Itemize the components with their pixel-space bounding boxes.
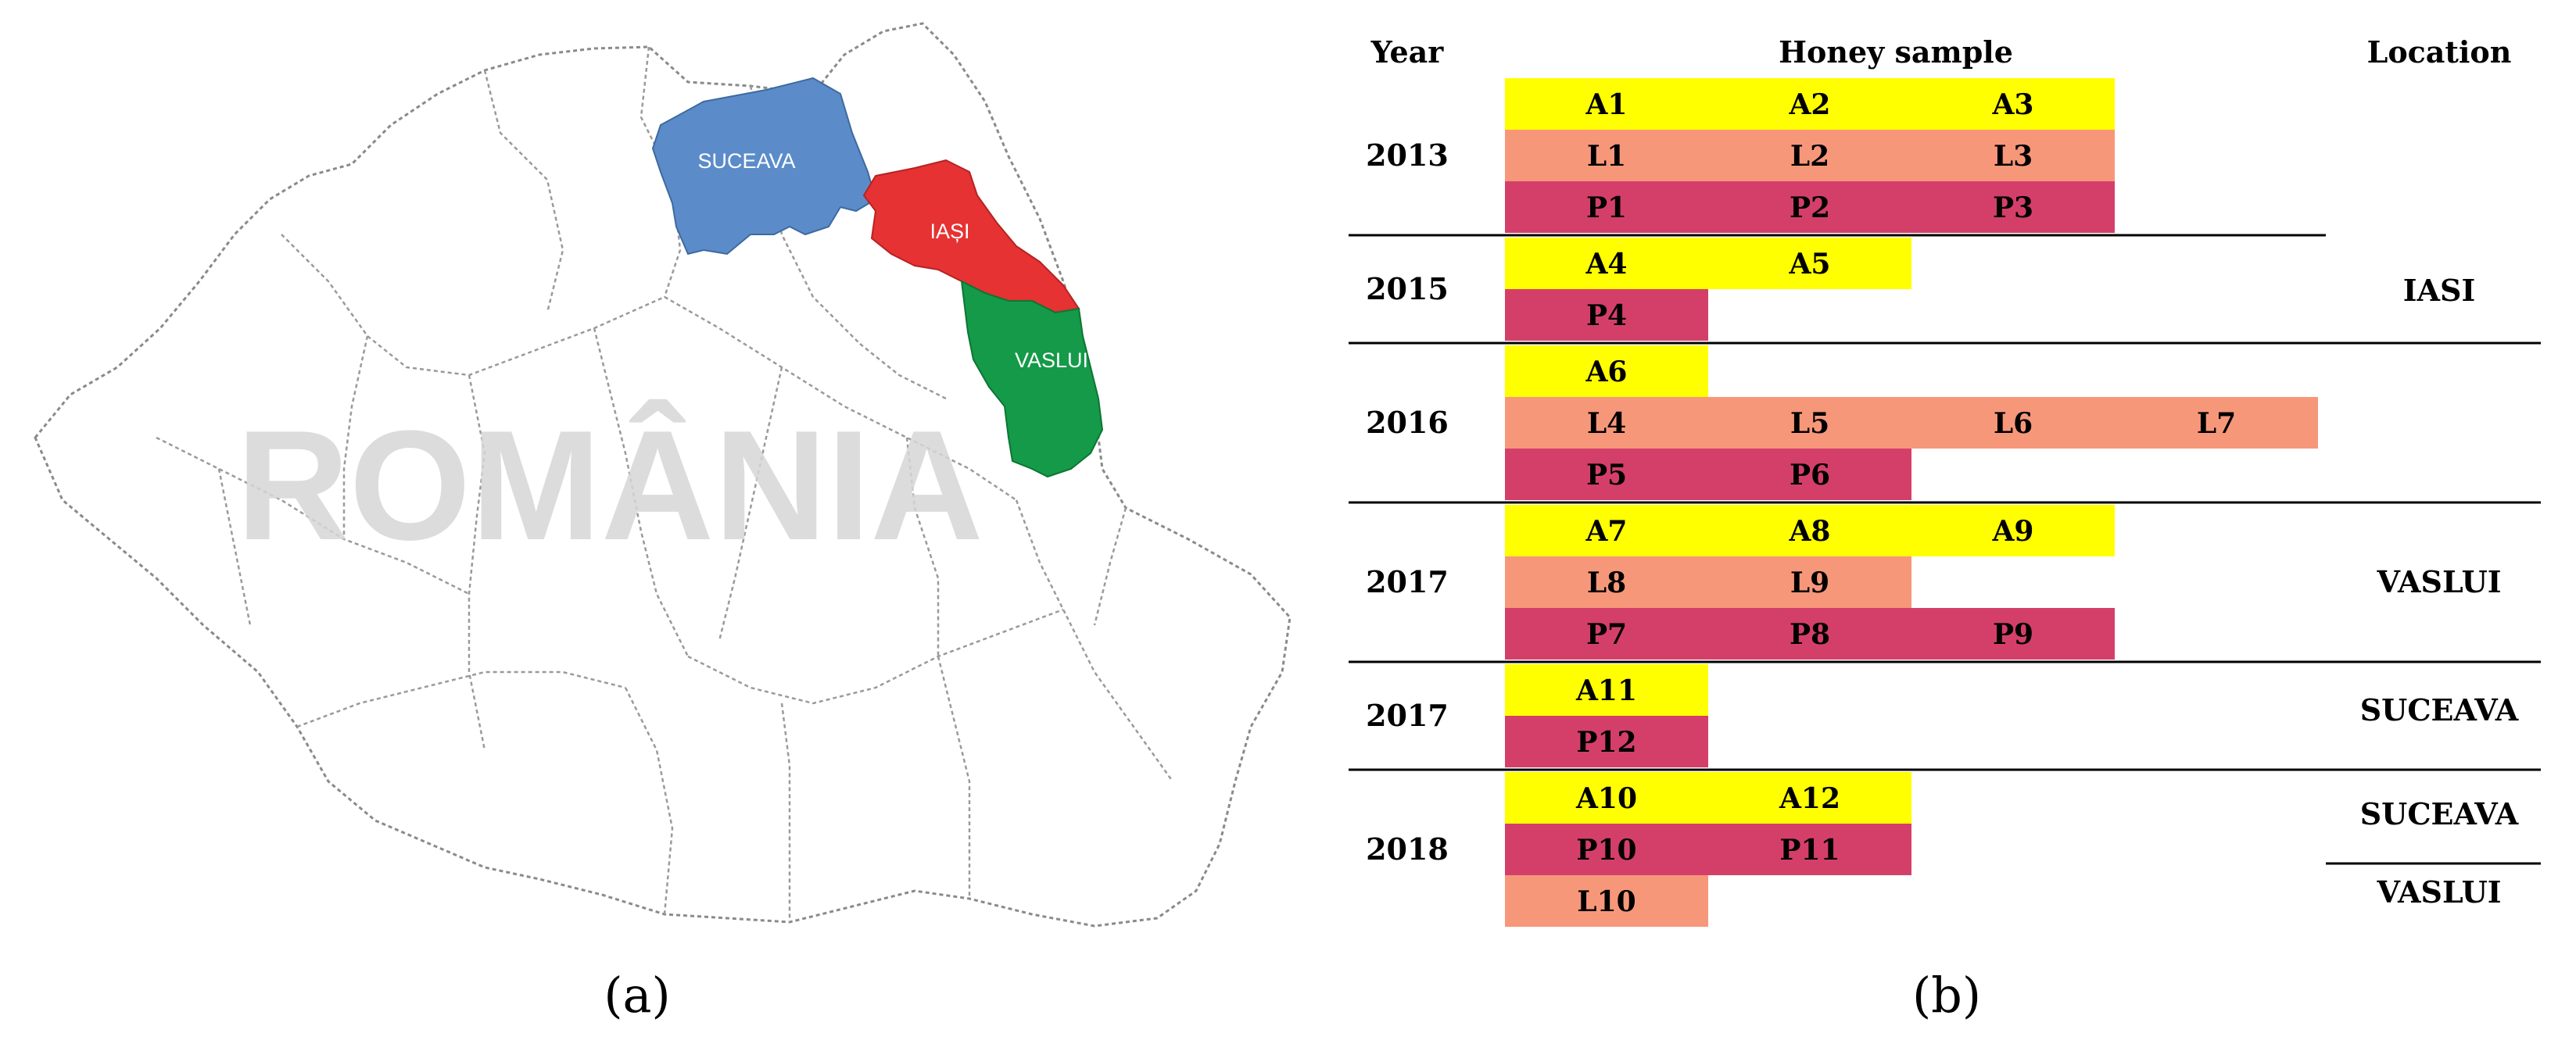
sample-label: P11 bbox=[1779, 834, 1840, 867]
sample-row-bar bbox=[1505, 289, 1708, 341]
sample-row-bar bbox=[1505, 716, 1708, 767]
sample-label: P4 bbox=[1586, 299, 1627, 332]
sample-label: A11 bbox=[1575, 674, 1637, 707]
country-watermark: ROMÂNIA bbox=[236, 399, 983, 573]
sample-row-bar bbox=[1505, 130, 2115, 181]
sample-label: A9 bbox=[1992, 515, 2034, 548]
region-label-suceava: SUCEAVA bbox=[697, 149, 795, 173]
sample-label: A3 bbox=[1992, 88, 2034, 121]
sample-label: A2 bbox=[1789, 88, 1831, 121]
region-label-vaslui: VASLUI bbox=[1015, 349, 1088, 372]
sample-row-bar bbox=[1505, 608, 2115, 660]
region-suceava bbox=[651, 77, 877, 256]
header-honey-sample: Honey sample bbox=[1779, 34, 2013, 70]
sample-label: A12 bbox=[1779, 782, 1840, 815]
location-label: SUCEAVA bbox=[2360, 692, 2519, 728]
table-body: A1 A2 A3 L1 L2 L3 P1 P2 P3 2013 A4 A5 P4 2015 A6 L4 L5 L6… bbox=[1349, 78, 2541, 927]
location-label: SUCEAVA bbox=[2360, 796, 2519, 831]
sample-row-bar bbox=[1505, 238, 1911, 289]
sample-label: P10 bbox=[1576, 834, 1636, 867]
year-label: 2017 bbox=[1366, 564, 1449, 599]
sample-row-bar bbox=[1505, 181, 2115, 233]
sample-table-panel: Year Honey sample Location A1 A2 A3 L1 L2 L3 P… bbox=[1349, 34, 2541, 1024]
sample-label: A8 bbox=[1789, 515, 1831, 548]
region-label-iasi: IAȘI bbox=[930, 220, 969, 243]
sample-row-bar bbox=[1505, 824, 1911, 875]
sample-row-bar bbox=[1505, 556, 1911, 608]
location-label: VASLUI bbox=[2376, 874, 2501, 910]
sample-label: L10 bbox=[1577, 885, 1636, 918]
sample-label: P7 bbox=[1586, 618, 1627, 651]
sample-label: P8 bbox=[1790, 618, 1830, 651]
sample-row-bar bbox=[1505, 449, 1911, 500]
sample-row-bar bbox=[1505, 505, 2115, 556]
sample-row-bar bbox=[1505, 772, 1911, 824]
sample-label: L4 bbox=[1587, 407, 1626, 440]
year-label: 2013 bbox=[1366, 138, 1449, 173]
sample-label: L1 bbox=[1587, 140, 1626, 173]
sample-label: A4 bbox=[1585, 248, 1628, 281]
year-label: 2017 bbox=[1366, 698, 1449, 733]
location-label: IASI bbox=[2403, 273, 2475, 308]
sample-label: L8 bbox=[1587, 567, 1626, 599]
country-outline bbox=[34, 22, 1292, 928]
sample-label: P9 bbox=[1993, 618, 2033, 651]
sample-label: A5 bbox=[1789, 248, 1831, 281]
county-borders bbox=[156, 46, 1174, 922]
sample-label: P2 bbox=[1790, 191, 1830, 224]
location-label: VASLUI bbox=[2376, 564, 2501, 599]
map-panel: SUCEAVA IAȘI VASLUI ROMÂNIA (a) bbox=[34, 22, 1292, 1024]
sample-label: A1 bbox=[1585, 88, 1628, 121]
year-label: 2015 bbox=[1366, 271, 1449, 306]
header-location: Location bbox=[2367, 34, 2512, 70]
sample-label: L7 bbox=[2197, 407, 2236, 440]
region-vaslui bbox=[960, 280, 1104, 478]
sample-label: L2 bbox=[1790, 140, 1829, 173]
caption-a: (a) bbox=[604, 967, 670, 1024]
sample-label: L6 bbox=[1994, 407, 2033, 440]
header-year: Year bbox=[1370, 34, 1445, 70]
sample-label: A7 bbox=[1585, 515, 1628, 548]
year-label: 2018 bbox=[1366, 831, 1449, 867]
sample-label: P1 bbox=[1586, 191, 1627, 224]
sample-row-bar bbox=[1505, 345, 1708, 397]
year-label: 2016 bbox=[1366, 405, 1449, 440]
sample-row-bar bbox=[1505, 875, 1708, 927]
sample-label: L5 bbox=[1790, 407, 1829, 440]
sample-row-bar bbox=[1505, 397, 2318, 449]
sample-label: P12 bbox=[1576, 726, 1636, 759]
sample-label: P3 bbox=[1993, 191, 2033, 224]
sample-label: L3 bbox=[1994, 140, 2033, 173]
sample-row-bar bbox=[1505, 78, 2115, 130]
sample-label: A6 bbox=[1585, 356, 1628, 388]
sample-label: L9 bbox=[1790, 567, 1829, 599]
caption-b: (b) bbox=[1912, 967, 1981, 1024]
sample-label: P6 bbox=[1790, 459, 1830, 492]
sample-label: A10 bbox=[1575, 782, 1637, 815]
sample-row-bar bbox=[1505, 664, 1708, 716]
sample-label: P5 bbox=[1586, 459, 1627, 492]
